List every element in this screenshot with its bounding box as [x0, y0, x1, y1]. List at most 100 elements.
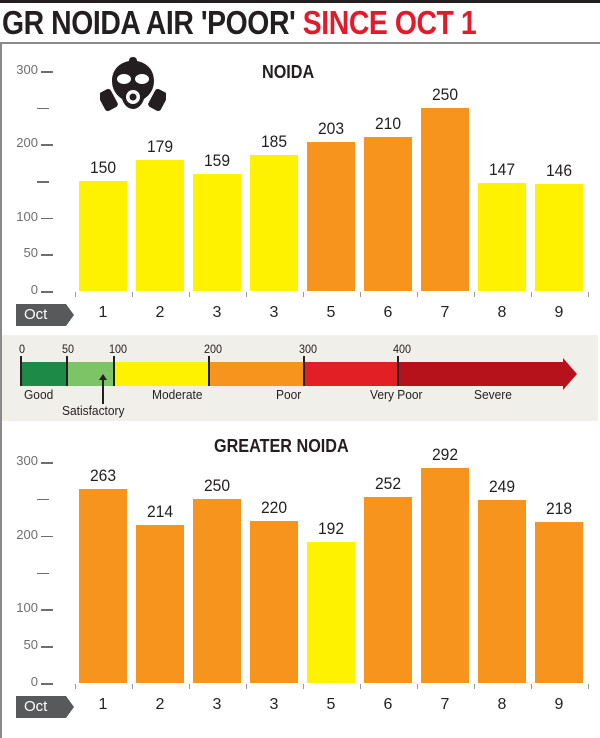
y-tick-mark	[41, 254, 53, 256]
y-tick-label: 300	[16, 62, 38, 77]
y-tick-label: 200	[16, 135, 38, 151]
top-rule	[0, 0, 600, 3]
satisfactory-pointer-arrow-icon	[99, 374, 107, 380]
x-axis-label: 3	[212, 696, 222, 713]
bar-value-label: 179	[146, 136, 174, 156]
headline-divider	[0, 42, 600, 44]
x-tick-mark	[132, 292, 133, 297]
bar-value-label: 220	[260, 497, 288, 517]
y-tick-mark	[41, 683, 53, 685]
bar-oct-2	[136, 525, 184, 683]
bar-value-label: 218	[545, 499, 573, 519]
x-axis-label: 7	[440, 696, 450, 713]
x-tick-mark	[303, 684, 304, 689]
x-axis-label: 5	[326, 696, 336, 713]
x-axis-label: 3	[269, 304, 279, 321]
bar-oct-5	[307, 541, 355, 683]
x-tick-mark	[132, 684, 133, 689]
scale-segment-very-poor	[303, 362, 397, 386]
x-tick-mark	[531, 292, 532, 297]
bar-value-label: 192	[317, 518, 345, 538]
bar-value-label: 210	[374, 114, 402, 133]
bar-value-label: 263	[89, 466, 117, 486]
y-tick-label: 100	[16, 600, 38, 616]
bar-oct-7	[421, 107, 469, 291]
aqi-category-label: Good	[24, 387, 54, 402]
y-tick-label: 0	[30, 282, 38, 297]
headline: GR NOIDA AIR 'POOR' SINCE OCT 1	[2, 4, 477, 42]
bar-value-label: 214	[146, 502, 174, 522]
x-axis-label: 9	[554, 696, 564, 713]
y-tick-mark	[37, 498, 49, 501]
x-axis-label: 5	[326, 304, 336, 321]
scale-breakpoint-label: 0	[19, 342, 26, 356]
x-tick-mark	[588, 292, 589, 297]
headline-black-text: GR NOIDA AIR 'POOR'	[2, 4, 296, 41]
x-tick-mark	[303, 292, 304, 297]
y-tick-mark	[41, 646, 53, 648]
bar-value-label: 292	[431, 444, 459, 464]
x-axis-label: 3	[269, 696, 279, 713]
x-axis-label: 1	[98, 304, 108, 321]
bar-value-label: 159	[203, 151, 231, 171]
scale-tick-mark	[397, 356, 399, 386]
scale-tick-mark	[20, 356, 22, 386]
x-tick-mark	[246, 684, 247, 689]
y-tick-label: 200	[16, 526, 38, 542]
left-border	[0, 44, 2, 738]
month-tag: Oct	[16, 696, 74, 718]
bar-oct-1	[79, 181, 127, 291]
bar-oct-5	[307, 142, 355, 291]
greater-noida-chart-title: GREATER NOIDA	[214, 436, 349, 456]
bar-value-label: 252	[374, 474, 402, 494]
y-tick-mark	[37, 181, 49, 183]
bar-oct-3	[193, 174, 241, 291]
x-tick-mark	[189, 292, 190, 297]
bar-oct-8	[478, 183, 526, 291]
x-tick-mark	[360, 292, 361, 297]
scale-breakpoint-label: 400	[393, 342, 412, 356]
scale-segment-moderate	[113, 362, 208, 386]
y-tick-label: 0	[30, 674, 38, 689]
gas-mask-icon	[100, 57, 166, 112]
bar-oct-9	[535, 522, 583, 683]
bar-oct-6	[364, 137, 412, 291]
month-tag-label: Oct	[24, 698, 48, 715]
scale-tick-mark	[113, 356, 115, 386]
scale-tick-mark	[208, 356, 210, 386]
scale-segment-severe	[397, 362, 565, 386]
scale-tick-mark	[66, 356, 68, 386]
x-tick-mark	[531, 684, 532, 689]
x-axis-label: 6	[383, 304, 393, 321]
bar-oct-8	[478, 499, 526, 683]
y-tick-mark	[41, 217, 53, 220]
y-tick-label: 300	[16, 453, 38, 468]
noida-chart-title: NOIDA	[262, 62, 315, 82]
aqi-category-label: Severe	[474, 387, 512, 402]
x-tick-mark	[75, 292, 76, 297]
x-axis-label: 8	[497, 304, 507, 321]
y-tick-mark	[37, 572, 49, 574]
bar-oct-3	[193, 498, 241, 683]
y-tick-label: 100	[16, 208, 38, 224]
scale-arrow-icon	[563, 358, 577, 390]
y-tick-mark	[41, 609, 53, 611]
month-tag: Oct	[16, 304, 74, 326]
bar-oct-6	[364, 497, 412, 683]
bar-value-label: 185	[260, 132, 288, 152]
month-tag-label: Oct	[24, 306, 48, 323]
y-tick-label: 50	[23, 245, 38, 261]
x-tick-mark	[246, 292, 247, 297]
bar-value-label: 150	[89, 158, 117, 177]
scale-tick-mark	[303, 356, 305, 386]
x-tick-mark	[588, 684, 589, 689]
y-tick-mark	[41, 144, 53, 146]
x-axis-label: 8	[497, 696, 507, 713]
y-tick-mark	[37, 107, 49, 110]
x-tick-mark	[360, 684, 361, 689]
scale-breakpoint-label: 100	[109, 342, 128, 356]
x-tick-mark	[417, 292, 418, 297]
y-tick-mark	[41, 291, 53, 293]
aqi-category-label: Moderate	[152, 387, 203, 402]
y-tick-mark	[41, 462, 53, 464]
